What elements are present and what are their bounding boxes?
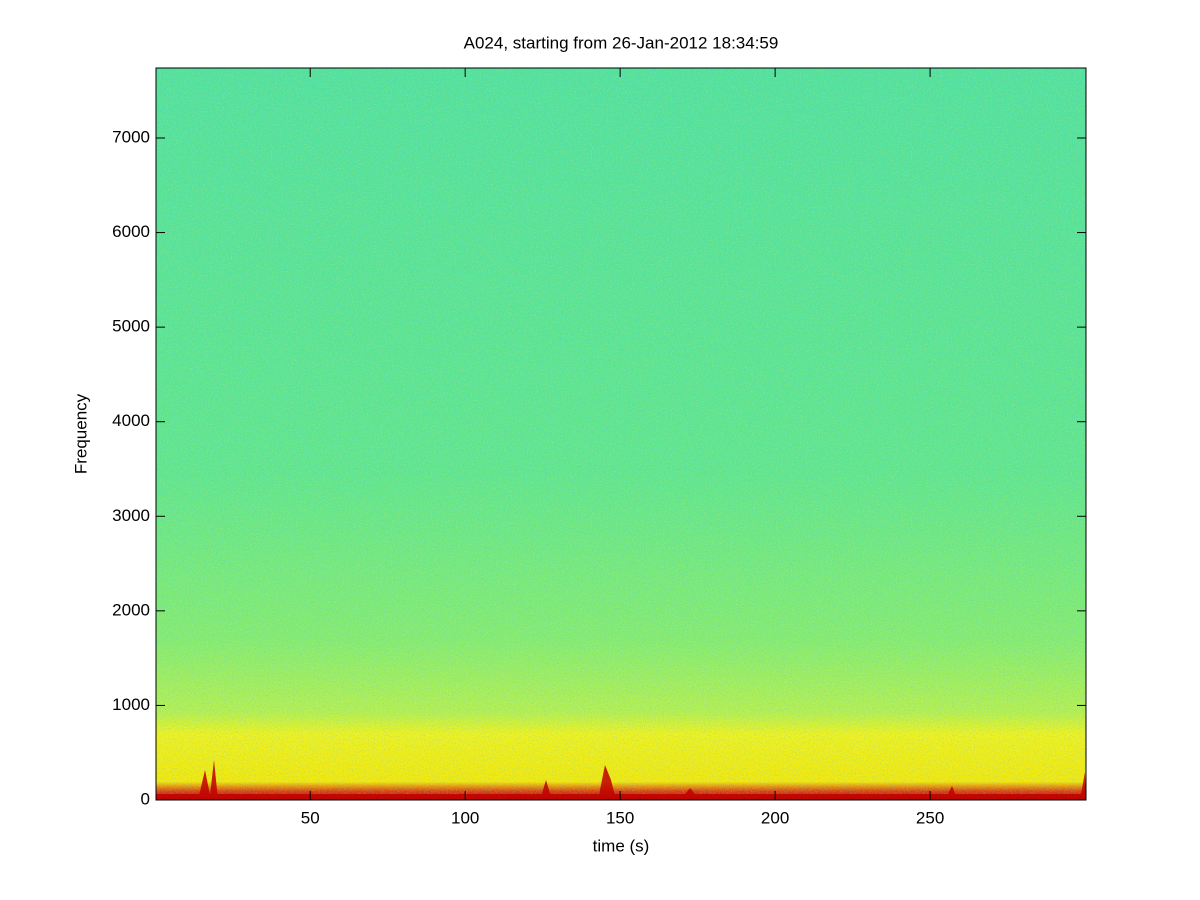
x-tick-label: 250 <box>916 808 944 827</box>
x-tick-label: 100 <box>451 808 479 827</box>
y-tick-label: 3000 <box>112 506 150 525</box>
y-tick-label: 0 <box>141 789 150 808</box>
spectrogram-noise <box>156 68 1086 800</box>
plot-frame <box>155 67 1087 801</box>
chart-title: A024, starting from 26-Jan-2012 18:34:59 <box>464 33 779 52</box>
low-frequency-bursts <box>156 760 1086 800</box>
x-tick-label: 50 <box>301 808 320 827</box>
spectrogram-image <box>156 68 1086 800</box>
x-tick-label: 200 <box>761 808 789 827</box>
x-axis-label: time (s) <box>593 836 650 855</box>
y-tick-label: 1000 <box>112 695 150 714</box>
x-tick-label: 150 <box>606 808 634 827</box>
y-tick-label: 7000 <box>112 127 150 146</box>
y-tick-label: 2000 <box>112 600 150 619</box>
y-tick-label: 6000 <box>112 222 150 241</box>
y-axis-label: Frequency <box>71 393 90 474</box>
y-tick-label: 5000 <box>112 317 150 336</box>
y-tick-label: 4000 <box>112 411 150 430</box>
